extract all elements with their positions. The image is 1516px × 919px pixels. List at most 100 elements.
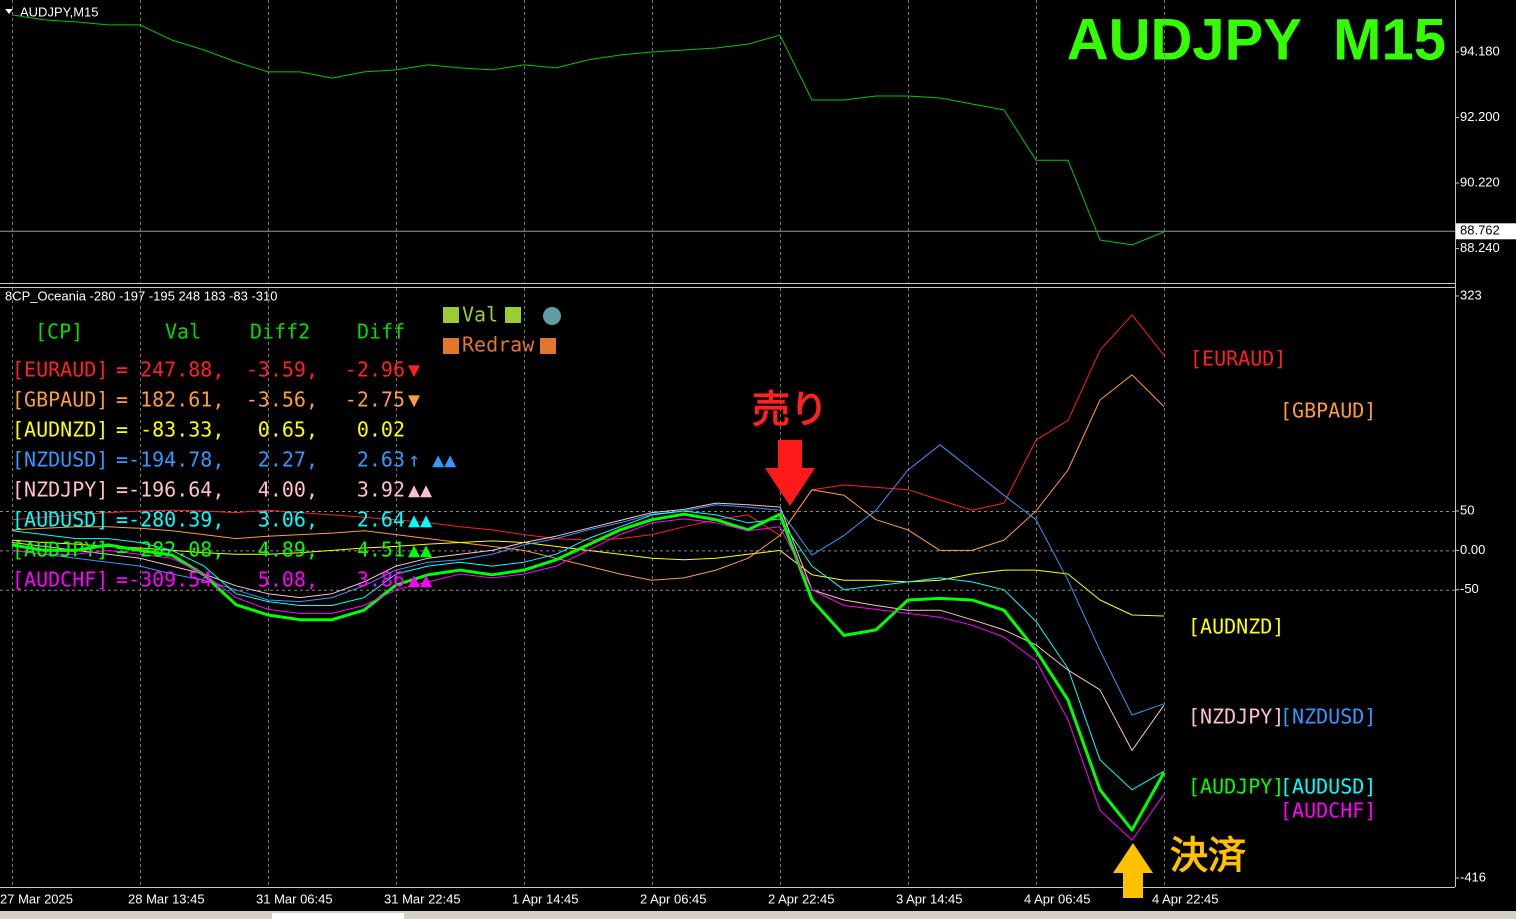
series-label: [GBPAUD] <box>1280 399 1376 423</box>
sell-label: 売り <box>752 388 828 432</box>
series-line <box>11 374 1165 581</box>
table-mark: ▼ <box>408 358 420 382</box>
header-cell: Val <box>165 320 201 344</box>
table-val: =-196.64, <box>116 478 224 502</box>
big-title: AUDJPY M15 <box>1067 7 1446 72</box>
series-label: [AUDUSD] <box>1280 775 1376 799</box>
table-val: =-282.08, <box>116 538 224 562</box>
table-pair: [AUDJPY] <box>12 538 108 562</box>
table-val: = -83.33, <box>116 418 224 442</box>
table-mark: ▲▲ <box>408 508 432 532</box>
x-tick-label: 28 Mar 13:45 <box>128 891 205 906</box>
sell-arrow <box>765 440 815 506</box>
series-label: [NZDUSD] <box>1280 705 1376 729</box>
header-cell: [CP] <box>35 320 83 344</box>
price-label: 88.762 <box>1460 223 1500 238</box>
x-tick-label: 4 Apr 06:45 <box>1024 891 1091 906</box>
close-label: 決済 <box>1170 834 1247 878</box>
header-cell: Diff <box>357 320 405 344</box>
tab-bar <box>0 911 1516 919</box>
x-tick-label: 31 Mar 06:45 <box>256 891 333 906</box>
x-tick-label: 2 Apr 06:45 <box>640 891 707 906</box>
legend-item[interactable]: Redraw <box>462 333 535 357</box>
table-pair: [EURAUD] <box>12 358 108 382</box>
table-diff2: 0.65, <box>258 418 318 442</box>
table-pair: [NZDUSD] <box>12 448 108 472</box>
x-tick-label: 2 Apr 22:45 <box>768 891 835 906</box>
series-label: [AUDJPY] <box>1188 775 1284 799</box>
y-tick-label: 88.240 <box>1460 240 1500 255</box>
tab[interactable] <box>272 913 404 919</box>
table-val: =-280.39, <box>116 508 224 532</box>
series-line <box>11 314 1165 541</box>
legend-dot[interactable] <box>543 307 561 325</box>
y-tick-label: -50 <box>1460 581 1479 596</box>
x-tick-label: 3 Apr 14:45 <box>896 891 963 906</box>
table-diff: 3.86 <box>357 568 405 592</box>
table-diff: -2.75 <box>345 388 405 412</box>
table-pair: [AUDCHF] <box>12 568 108 592</box>
legend-item[interactable]: Val <box>462 303 498 327</box>
table-mark: ↑ ▲▲ <box>408 448 456 472</box>
table-val: =-194.78, <box>116 448 224 472</box>
series-label: [AUDCHF] <box>1280 799 1376 823</box>
series-line <box>11 512 1166 832</box>
x-tick-label: 31 Mar 22:45 <box>384 891 461 906</box>
legend-swatch[interactable] <box>540 338 556 354</box>
menu-triangle[interactable] <box>5 9 13 14</box>
table-pair: [AUDNZD] <box>12 418 108 442</box>
table-diff2: 2.27, <box>258 448 318 472</box>
header-cell: Diff2 <box>250 320 310 344</box>
series-label: [EURAUD] <box>1190 347 1286 371</box>
table-pair: [NZDJPY] <box>12 478 108 502</box>
table-val: = 247.88, <box>116 358 224 382</box>
table-diff2: -3.59, <box>246 358 318 382</box>
y-tick-label: -416 <box>1460 869 1486 884</box>
table-diff: 4.51 <box>357 538 405 562</box>
table-pair: [AUDUSD] <box>12 508 108 532</box>
table-diff: 2.64 <box>357 508 405 532</box>
table-mark: ▲▲ <box>408 478 432 502</box>
table-diff2: 5.08, <box>258 568 318 592</box>
x-tick-label: 27 Mar 2025 <box>0 891 73 906</box>
table-diff: 2.63 <box>357 448 405 472</box>
y-tick-label: 50 <box>1460 502 1474 517</box>
table-diff2: 4.00, <box>258 478 318 502</box>
close-arrow <box>1113 843 1153 898</box>
table-val: =-309.54, <box>116 568 224 592</box>
table-diff: 0.02 <box>357 418 405 442</box>
series-label: [AUDNZD] <box>1188 615 1284 639</box>
table-diff2: 3.06, <box>258 508 318 532</box>
price-label-box <box>1456 223 1516 240</box>
y-tick-label: 92.200 <box>1460 109 1500 124</box>
series-line <box>11 444 1165 716</box>
symbol-label: AUDJPY,M15 <box>20 4 99 19</box>
frame <box>0 0 1456 888</box>
legend-swatch[interactable] <box>505 307 521 323</box>
y-tick-label: 90.220 <box>1460 174 1500 189</box>
table-val: = 182.61, <box>116 388 224 412</box>
table-header: [CP] Val Diff2 Diff <box>35 320 405 344</box>
table-diff2: 4.89, <box>258 538 318 562</box>
y-tick-label: 94.180 <box>1460 43 1500 58</box>
legend-swatch[interactable] <box>443 307 459 323</box>
table-mark: ▼ <box>408 388 420 412</box>
series-label: [NZDJPY] <box>1188 705 1284 729</box>
table-diff: -2.96 <box>345 358 405 382</box>
table-mark: ▲▲ <box>408 568 432 592</box>
table-diff2: -3.56, <box>246 388 318 412</box>
series-line <box>11 14 1165 246</box>
legend-swatch[interactable] <box>443 338 459 354</box>
table-diff: 3.92 <box>357 478 405 502</box>
y-tick-label: 0.00 <box>1460 542 1485 557</box>
x-tick-label: 1 Apr 14:45 <box>512 891 579 906</box>
x-tick-label: 4 Apr 22:45 <box>1152 891 1219 906</box>
y-tick-label: 323 <box>1460 287 1482 302</box>
indicator-title: 8CP_Oceania -280 -197 -195 248 183 -83 -… <box>5 288 277 303</box>
series-line <box>11 510 1165 791</box>
series-line <box>11 518 1165 841</box>
